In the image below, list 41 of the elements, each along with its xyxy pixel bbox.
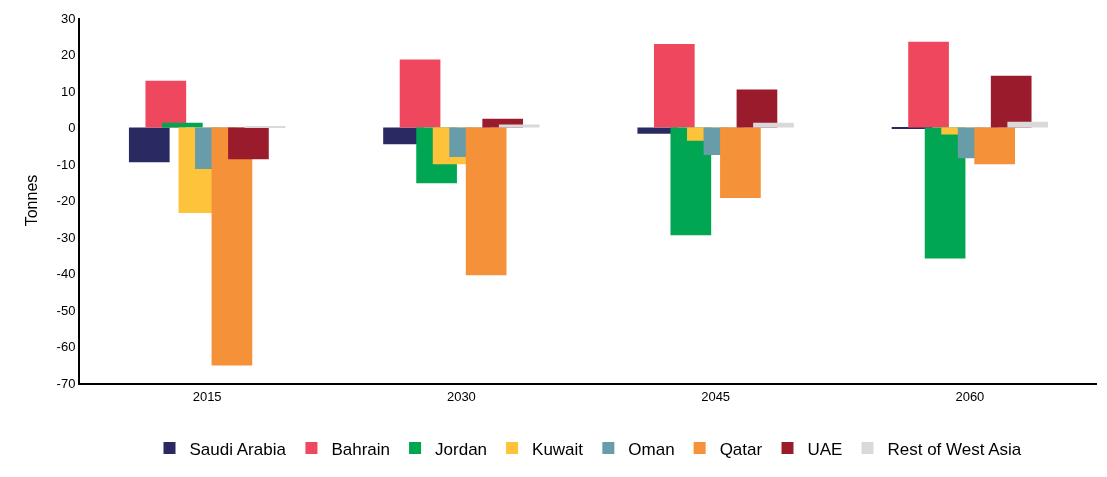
y-tick-label: -50 <box>56 302 76 318</box>
x-tick-label: 2015 <box>192 388 222 404</box>
y-tick-label: -20 <box>56 193 76 209</box>
y-tick-label: 0 <box>68 120 76 136</box>
bar <box>498 124 540 128</box>
y-tick-label: -30 <box>56 229 76 245</box>
bar <box>653 43 695 128</box>
y-tick-label: -70 <box>56 375 76 391</box>
bar <box>399 59 441 128</box>
y-tick-label: 30 <box>60 10 76 26</box>
legend-label: UAE <box>807 439 843 459</box>
legend-label: Rest of West Asia <box>887 439 1022 459</box>
legend-label: Qatar <box>719 439 763 459</box>
bar <box>974 127 1015 165</box>
bar <box>736 89 778 128</box>
legend-label: Saudi Arabia <box>189 439 287 459</box>
x-tick-label: 2045 <box>701 388 731 404</box>
bar <box>990 75 1032 128</box>
legend-label: Bahrain <box>331 439 391 459</box>
bar <box>228 127 269 160</box>
bar <box>128 127 170 163</box>
bar <box>145 80 187 128</box>
bar <box>162 122 203 128</box>
bar <box>1007 121 1049 128</box>
y-axis-title: Tonnes <box>23 174 40 227</box>
y-tick-label: 10 <box>60 83 76 99</box>
bar <box>753 122 794 128</box>
bar <box>211 127 253 366</box>
legend-label: Kuwait <box>532 439 584 459</box>
y-tick-label: -10 <box>56 156 76 172</box>
y-tick-label: -60 <box>56 339 76 355</box>
y-tick-label: -40 <box>56 266 76 282</box>
bar <box>465 127 507 276</box>
bar <box>720 127 761 198</box>
bar <box>924 127 966 259</box>
bar <box>908 41 949 128</box>
y-tick-label: 20 <box>60 47 76 63</box>
legend-label: Jordan <box>435 439 488 459</box>
x-tick-label: 2060 <box>955 388 985 404</box>
x-tick-label: 2030 <box>446 388 476 404</box>
legend-label: Oman <box>628 439 675 459</box>
